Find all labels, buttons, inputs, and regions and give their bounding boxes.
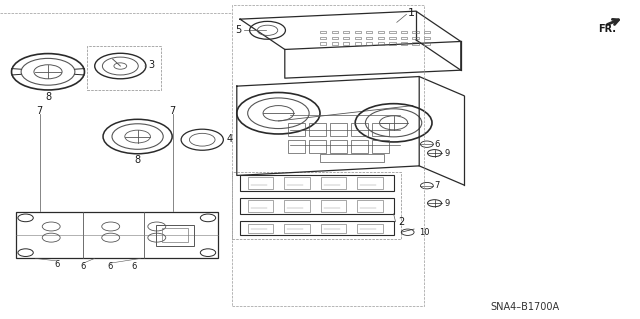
Bar xyxy=(284,224,310,233)
Text: 5: 5 xyxy=(236,25,242,35)
Text: 2: 2 xyxy=(398,217,404,227)
Bar xyxy=(232,5,424,306)
Text: 7: 7 xyxy=(36,106,43,116)
Bar xyxy=(412,42,419,45)
Bar xyxy=(156,225,194,246)
Bar xyxy=(240,198,394,214)
Bar xyxy=(248,177,273,189)
Bar xyxy=(330,123,347,136)
Bar xyxy=(355,42,361,45)
Bar xyxy=(424,31,430,33)
Bar xyxy=(320,154,384,162)
Bar xyxy=(366,42,372,45)
Text: 6: 6 xyxy=(435,140,440,149)
Text: SNA4–B1700A: SNA4–B1700A xyxy=(490,302,559,312)
Bar xyxy=(424,37,430,39)
Bar xyxy=(357,224,383,233)
Bar xyxy=(16,212,218,258)
Text: 4: 4 xyxy=(227,134,233,144)
Bar xyxy=(412,37,419,39)
Text: 6: 6 xyxy=(54,260,60,269)
Bar xyxy=(389,37,396,39)
Bar xyxy=(401,42,407,45)
Bar xyxy=(357,177,383,189)
Bar xyxy=(288,140,305,153)
Bar xyxy=(401,31,407,33)
Text: FR.: FR. xyxy=(598,24,616,34)
Bar xyxy=(355,31,361,33)
Bar xyxy=(401,37,407,39)
Text: 7: 7 xyxy=(170,106,176,116)
Bar xyxy=(321,200,346,212)
Bar xyxy=(351,123,368,136)
Text: 7: 7 xyxy=(435,181,440,190)
Bar xyxy=(343,31,349,33)
Bar xyxy=(321,177,346,189)
Text: 1: 1 xyxy=(408,8,415,19)
Bar xyxy=(389,42,396,45)
Bar xyxy=(309,140,326,153)
Bar xyxy=(240,221,394,235)
Bar xyxy=(366,31,372,33)
Bar xyxy=(332,31,338,33)
Bar xyxy=(240,175,394,191)
Bar xyxy=(366,37,372,39)
Text: 8: 8 xyxy=(45,92,51,102)
Bar xyxy=(248,224,273,233)
Bar xyxy=(87,46,161,90)
Bar xyxy=(232,172,401,239)
Bar xyxy=(248,200,273,212)
Bar xyxy=(288,123,305,136)
Bar xyxy=(332,37,338,39)
Bar xyxy=(309,123,326,136)
Bar xyxy=(162,228,188,242)
Bar xyxy=(372,123,389,136)
Text: 9: 9 xyxy=(444,199,449,208)
Text: 8: 8 xyxy=(134,155,141,166)
Bar xyxy=(412,31,419,33)
Bar xyxy=(357,200,383,212)
Bar xyxy=(343,37,349,39)
Bar xyxy=(332,42,338,45)
Bar xyxy=(355,37,361,39)
Text: 3: 3 xyxy=(148,60,155,70)
Text: 6: 6 xyxy=(132,262,137,271)
Text: 10: 10 xyxy=(419,228,429,237)
Bar xyxy=(424,42,430,45)
Bar xyxy=(378,31,384,33)
Bar xyxy=(321,224,346,233)
Bar xyxy=(284,177,310,189)
Bar xyxy=(320,31,326,33)
Text: 6: 6 xyxy=(108,262,113,271)
Bar xyxy=(378,37,384,39)
Bar xyxy=(330,140,347,153)
Bar xyxy=(372,140,389,153)
Text: 9: 9 xyxy=(444,149,449,158)
Bar xyxy=(389,31,396,33)
Bar xyxy=(320,42,326,45)
Text: 6: 6 xyxy=(81,262,86,271)
Bar xyxy=(284,200,310,212)
Bar xyxy=(343,42,349,45)
Bar xyxy=(378,42,384,45)
Bar xyxy=(320,37,326,39)
Bar xyxy=(351,140,368,153)
